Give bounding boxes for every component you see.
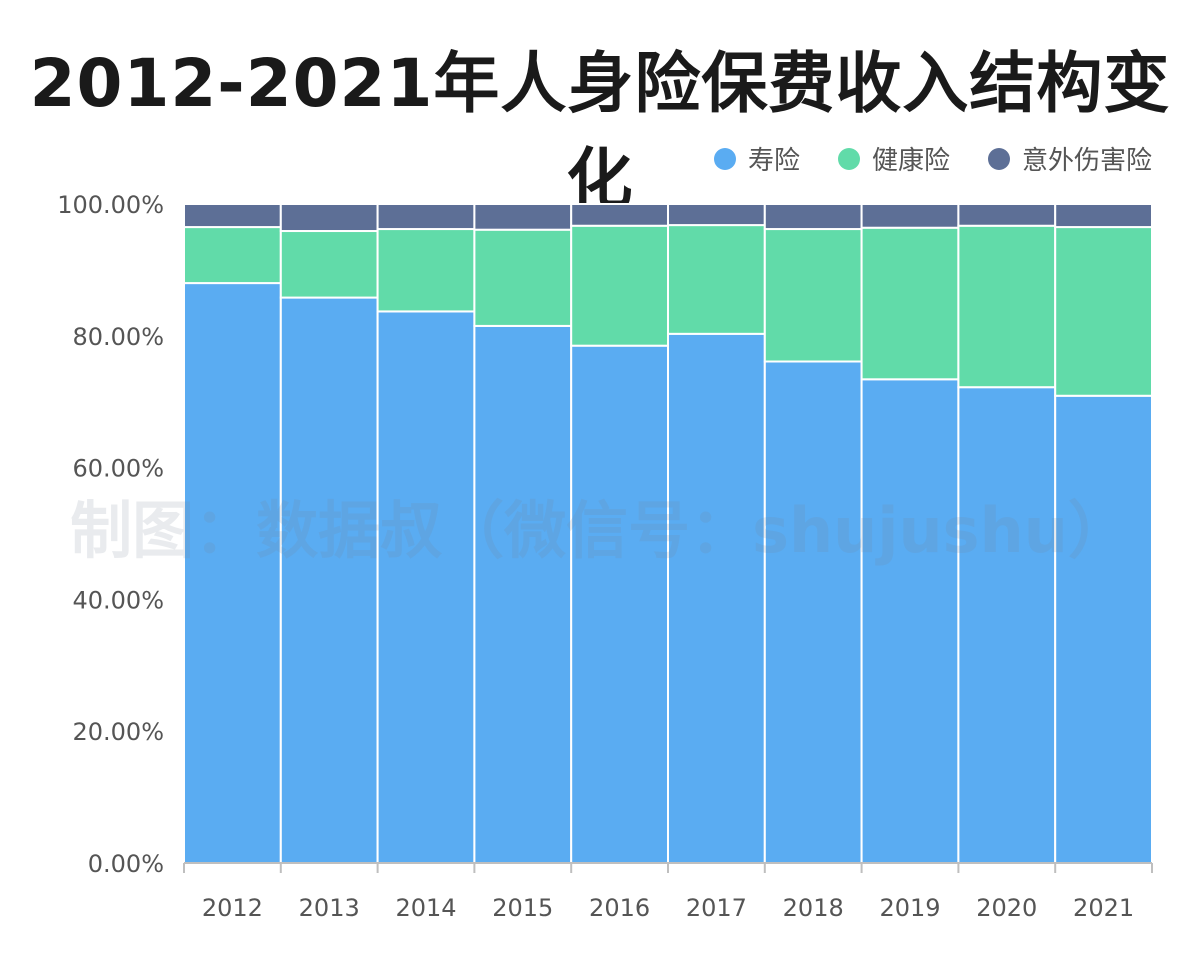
bar-2017-series-1[interactable] — [667, 224, 766, 335]
bar-2013-series-1[interactable] — [279, 230, 379, 299]
bar-2016-series-2[interactable] — [570, 203, 670, 227]
bar-2019-series-2[interactable] — [860, 203, 960, 229]
bar-2018-series-0[interactable] — [763, 360, 863, 864]
x-tick-label-2016: 2016 — [589, 894, 650, 922]
bar-2015-series-2[interactable] — [473, 203, 573, 231]
y-tick-label-5: 100.00% — [57, 191, 164, 219]
legend-item-accident[interactable]: 意外伤害险 — [987, 140, 1152, 177]
legend-swatch-life — [713, 147, 736, 170]
bar-2020-series-2[interactable] — [957, 203, 1057, 227]
bar-2017-series-0[interactable] — [667, 332, 766, 864]
legend-label-accident: 意外伤害险 — [1021, 146, 1152, 176]
bar-2014-series-1[interactable] — [376, 228, 476, 313]
y-tick-label-3: 60.00% — [72, 455, 164, 483]
x-tick-label-2014: 2014 — [395, 894, 456, 922]
bar-2019-series-1[interactable] — [860, 226, 960, 381]
y-tick-label-1: 20.00% — [72, 718, 164, 746]
bar-2021-series-2[interactable] — [1054, 203, 1153, 229]
bar-2016-series-0[interactable] — [570, 344, 670, 864]
bar-2014-series-0[interactable] — [376, 310, 476, 864]
bar-2012-series-2[interactable] — [183, 203, 282, 229]
bar-2020-series-1[interactable] — [957, 224, 1057, 389]
bar-2012-series-1[interactable] — [183, 226, 282, 285]
y-tick-label-2: 40.00% — [72, 586, 164, 614]
x-tick-label-2018: 2018 — [783, 894, 844, 922]
bar-2015-series-1[interactable] — [473, 228, 573, 327]
legend-label-health: 健康险 — [871, 146, 950, 176]
bar-2013-series-2[interactable] — [279, 203, 379, 233]
watermark: 制图：数据叔（微信号：shujushu） — [70, 494, 1130, 567]
x-tick-label-2019: 2019 — [879, 894, 940, 922]
bar-2015-series-0[interactable] — [473, 324, 573, 865]
legend-label-life: 寿险 — [747, 146, 800, 176]
x-tick-label-2021: 2021 — [1073, 894, 1134, 922]
bar-2020-series-0[interactable] — [957, 386, 1057, 864]
y-tick-label-4: 80.00% — [72, 323, 164, 351]
legend: 寿险 健康险 意外伤害险 — [713, 140, 1152, 177]
legend-swatch-accident — [987, 147, 1010, 170]
bar-2017-series-2[interactable] — [667, 203, 766, 227]
x-tick-label-2012: 2012 — [202, 894, 263, 922]
bar-2013-series-0[interactable] — [279, 296, 379, 864]
bar-2018-series-1[interactable] — [763, 228, 863, 363]
y-tick-label-0: 0.00% — [88, 850, 164, 878]
legend-item-health[interactable]: 健康险 — [837, 140, 950, 177]
bar-2019-series-0[interactable] — [860, 378, 960, 864]
x-tick-label-2015: 2015 — [492, 894, 553, 922]
bar-2021-series-1[interactable] — [1054, 226, 1153, 397]
x-tick-label-2017: 2017 — [686, 894, 747, 922]
x-tick-label-2020: 2020 — [976, 894, 1037, 922]
bar-2021-series-0[interactable] — [1054, 394, 1153, 864]
bar-2016-series-1[interactable] — [570, 224, 670, 347]
legend-item-life[interactable]: 寿险 — [713, 140, 800, 177]
bar-2018-series-2[interactable] — [763, 203, 863, 231]
x-tick-label-2013: 2013 — [299, 894, 360, 922]
legend-swatch-health — [837, 147, 860, 170]
chart-title: 2012-2021年人身险保费收入结构变化 — [29, 45, 1171, 218]
bar-2012-series-0[interactable] — [183, 282, 282, 864]
bar-2014-series-2[interactable] — [376, 203, 476, 231]
